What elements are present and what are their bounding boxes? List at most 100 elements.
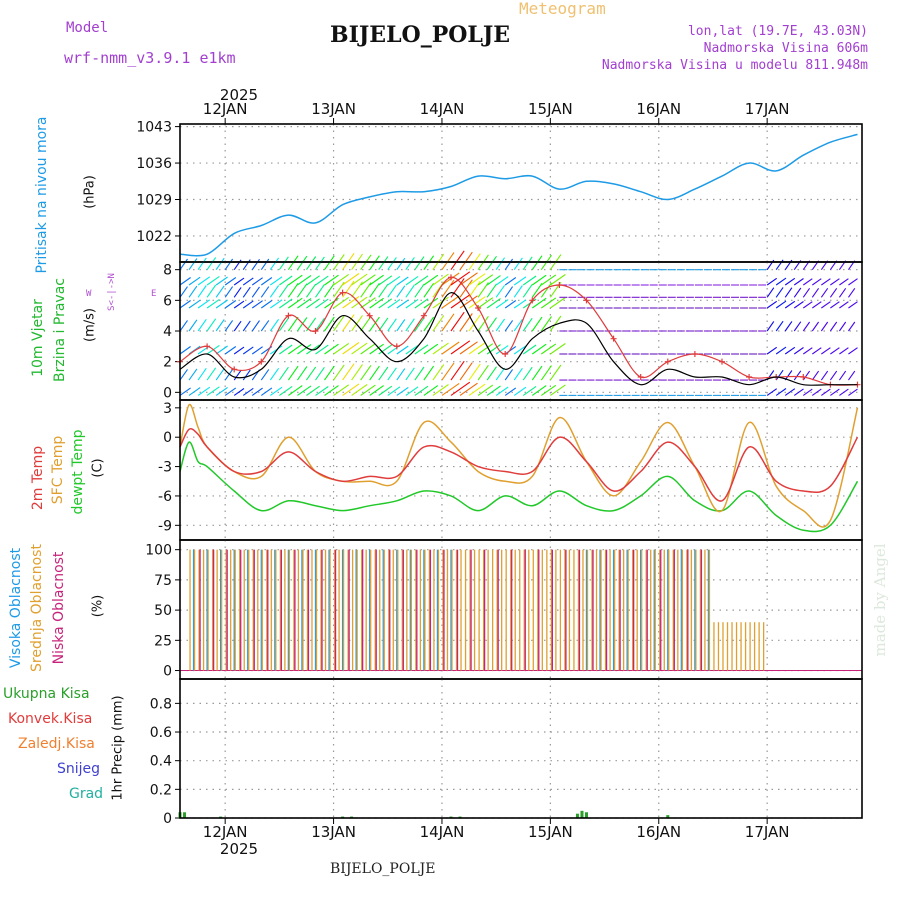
wind-arrow	[215, 285, 225, 298]
wind-arrow	[197, 299, 211, 309]
wind-arrow	[206, 284, 217, 298]
wind-arrow	[333, 364, 345, 381]
wind-arrow	[414, 283, 425, 298]
wind-arrow	[251, 277, 263, 286]
wind-arrow	[251, 346, 263, 355]
wind-arrow	[414, 385, 429, 396]
wind-arrow	[486, 385, 501, 396]
wind-arrow	[396, 319, 406, 332]
wind-arrow	[812, 347, 822, 355]
wind-arrow	[775, 300, 787, 309]
wind-arrow	[459, 272, 478, 286]
cloud-ytick-label: 50	[154, 603, 172, 619]
wind-arrow	[775, 346, 787, 355]
wind-arrow	[188, 258, 198, 270]
wind-arrow	[369, 282, 380, 298]
wind-arrow	[839, 278, 849, 286]
wind-arrow	[477, 297, 494, 309]
wind-arrow	[405, 257, 415, 270]
wind-arrow	[432, 296, 449, 309]
wind-arrow	[179, 369, 188, 381]
wind-arrow	[306, 298, 320, 309]
wind-arrow	[820, 370, 829, 381]
low-cloud-title: Niska Oblacnost	[51, 551, 67, 665]
wind-gust-marker	[502, 351, 509, 357]
wind-arrow	[179, 387, 191, 396]
wind-arrow	[531, 385, 547, 396]
wind-arrow	[441, 295, 460, 309]
wind-arrow	[369, 365, 380, 381]
wind-arrow	[242, 259, 251, 270]
wind-gust-marker	[204, 343, 211, 350]
wind-arrow	[848, 321, 856, 332]
wind-arrow	[378, 275, 393, 286]
wind-arrow	[188, 276, 201, 286]
wind-arrow	[793, 347, 804, 355]
wind-panel: 8 6 4 2 0	[163, 250, 863, 401]
wind-arrow	[468, 363, 481, 381]
temp-ytick-label: -3	[158, 460, 172, 476]
wind-arrow	[766, 287, 775, 298]
precip-ytick-label: 0	[163, 811, 172, 827]
wind-arrow	[550, 297, 566, 309]
wind-arrow	[802, 388, 813, 396]
wind-arrow	[459, 341, 478, 355]
wind-arrow	[468, 383, 486, 396]
wind-arrow	[351, 273, 368, 286]
wind-arrow	[541, 297, 557, 309]
wind-arrow	[522, 385, 537, 396]
wind-arrow	[495, 257, 506, 270]
wind-arrow	[423, 282, 435, 298]
dewpt-title: dewpt Temp	[70, 429, 86, 515]
wind-arrow	[513, 386, 527, 396]
wind-arrow	[197, 257, 207, 270]
wind-arrow	[324, 385, 339, 396]
wind-arrow	[811, 287, 820, 298]
wind-arrow	[414, 298, 429, 309]
wind-arrow	[450, 381, 471, 396]
wind-ytick-label: 2	[163, 355, 172, 371]
wind-arrow	[333, 315, 345, 332]
wind-arrow	[541, 384, 557, 396]
wind-arrow	[513, 285, 523, 298]
wind-arrow	[260, 387, 273, 396]
temp-unit: (C)	[90, 458, 106, 478]
wind-arrow	[541, 274, 557, 286]
wind-arrow	[224, 387, 237, 396]
wind-arrow	[224, 277, 237, 286]
wind-arrow	[784, 346, 796, 355]
wind-arrow	[802, 347, 813, 355]
wind-arrow	[179, 258, 188, 270]
wind-arrow	[215, 368, 225, 381]
wind-arrow	[848, 347, 858, 355]
wind-gust-marker	[718, 358, 725, 365]
wind-arrow	[531, 274, 547, 286]
wind-arrow	[378, 256, 389, 270]
pressure-ytick-label: 1043	[136, 120, 172, 136]
wind-arrow	[378, 385, 393, 396]
compass-w-label: W	[86, 289, 92, 299]
wind-arrow	[495, 284, 506, 298]
wind-arrow	[802, 301, 813, 309]
wind-arrow	[333, 384, 350, 396]
wind-arrow	[793, 278, 804, 286]
wind-arrow	[504, 277, 517, 286]
wind-arrow	[387, 257, 397, 270]
wind-arrow	[224, 258, 234, 270]
precip-bar	[584, 812, 588, 818]
wind-gust-marker	[691, 351, 698, 357]
wind-arrow	[315, 284, 325, 298]
bottom-day-labels: 12JAN 13JAN 14JAN 15JAN 16JAN 17JAN	[203, 818, 790, 841]
wind-arrow	[486, 283, 497, 298]
bottom-day-label: 16JAN	[636, 823, 681, 841]
top-year-label: 2025	[220, 86, 258, 104]
wind-arrow	[396, 257, 406, 270]
cloud-panel: 100 75 50 25 0	[145, 539, 863, 680]
wind-arrow	[405, 318, 415, 332]
wind-arrow	[432, 384, 449, 396]
wind-arrow	[414, 275, 429, 286]
wind-arrow	[179, 346, 191, 355]
wind-arrow	[531, 343, 547, 355]
wind-arrow	[260, 369, 270, 381]
wind-arrow	[324, 316, 335, 332]
